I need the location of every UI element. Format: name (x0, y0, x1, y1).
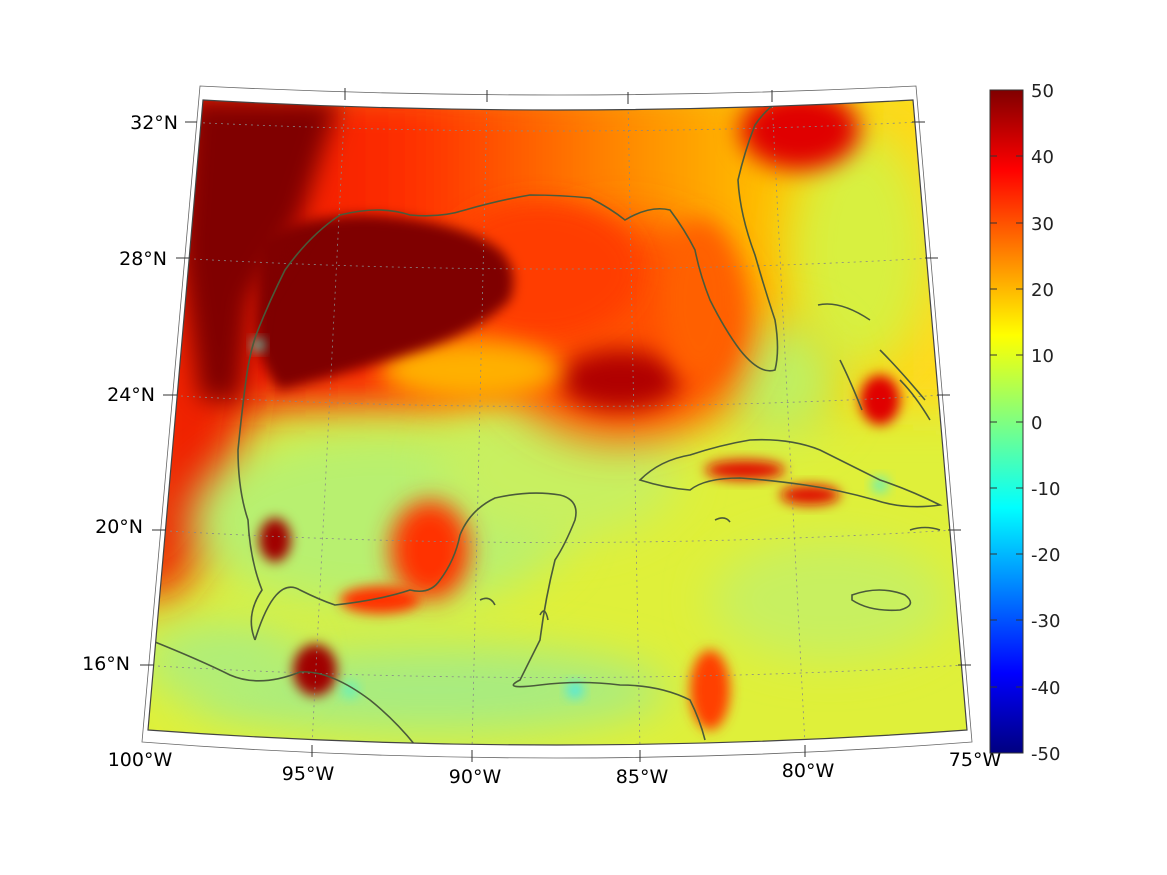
map-outer-frame (141, 85, 973, 759)
lon-label-100w: 100°W (108, 749, 173, 771)
lon-label-95w: 95°W (282, 763, 335, 785)
lon-label-90w: 90°W (449, 766, 502, 788)
data-field (148, 100, 967, 745)
frame-ticks (140, 88, 971, 762)
longitude-labels: 100°W 95°W 90°W 85°W 80°W 75°W (108, 749, 1002, 788)
lon-label-75w: 75°W (949, 749, 1002, 771)
latitude-labels: 32°N 28°N 24°N 20°N 16°N (82, 112, 178, 675)
colorbar-label-neg40: -40 (1031, 678, 1060, 699)
lat-label-32: 32°N (130, 112, 178, 134)
colorbar-label-0: 0 (1031, 413, 1042, 434)
lon-label-80w: 80°W (782, 760, 835, 782)
colorbar: 50 40 30 20 10 0 -10 -20 -30 -40 -50 (989, 81, 1060, 765)
lat-label-16: 16°N (82, 653, 130, 675)
colorbar-label-neg50: -50 (1031, 744, 1060, 765)
lat-label-28: 28°N (119, 248, 167, 270)
colorbar-label-neg10: -10 (1031, 479, 1060, 500)
colorbar-label-10: 10 (1031, 346, 1054, 367)
colorbar-label-50: 50 (1031, 81, 1054, 102)
coastline (149, 100, 943, 745)
colorbar-label-neg20: -20 (1031, 545, 1060, 566)
colorbar-label-30: 30 (1031, 214, 1054, 235)
graticule (148, 100, 966, 745)
colorbar-ticks (990, 89, 1023, 754)
colorbar-label-40: 40 (1031, 147, 1054, 168)
lat-label-24: 24°N (107, 384, 155, 406)
lon-label-85w: 85°W (616, 766, 669, 788)
colorbar-label-neg30: -30 (1031, 611, 1060, 632)
lat-label-20: 20°N (95, 516, 143, 538)
map-frame (147, 99, 968, 746)
colorbar-label-20: 20 (1031, 280, 1054, 301)
